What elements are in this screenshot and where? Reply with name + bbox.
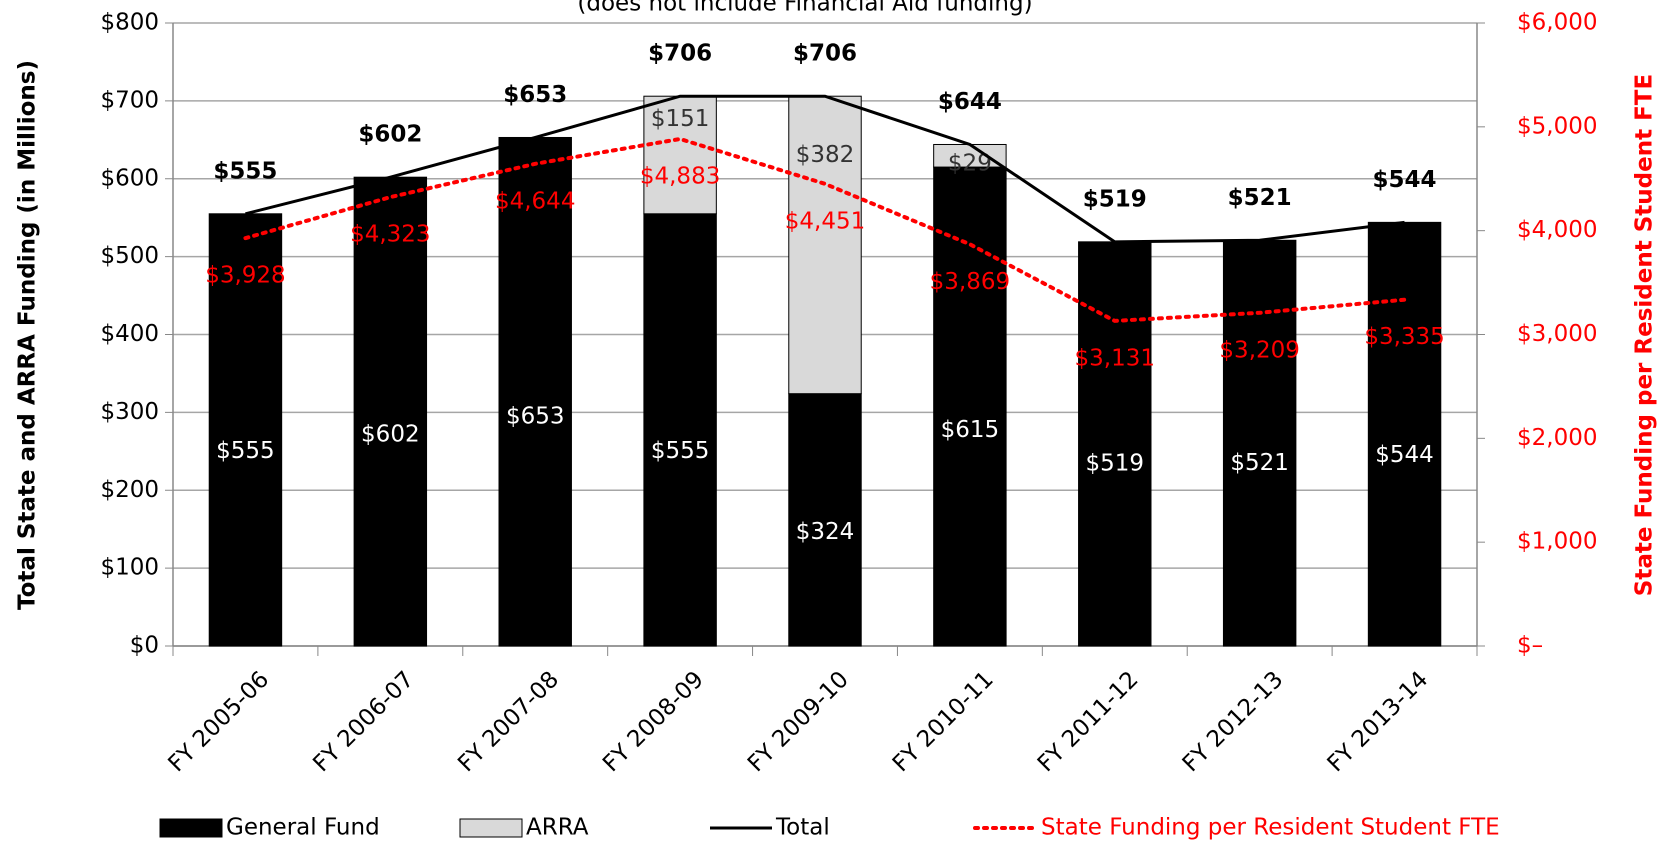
total-label: $653 bbox=[503, 82, 567, 108]
y2-tick-label: $– bbox=[1517, 633, 1543, 659]
legend-label: State Funding per Resident Student FTE bbox=[1041, 815, 1500, 841]
bar-label: $615 bbox=[941, 417, 1000, 443]
y-tick-label: $700 bbox=[100, 87, 159, 113]
legend-label: Total bbox=[775, 815, 830, 841]
total-label: $602 bbox=[358, 122, 422, 148]
bar-label: $544 bbox=[1375, 442, 1434, 468]
x-tick-label: FY 2010-11 bbox=[888, 666, 999, 777]
y2-tick-label: $4,000 bbox=[1517, 217, 1597, 243]
y-tick-label: $800 bbox=[100, 10, 159, 36]
line-label: $3,869 bbox=[930, 269, 1010, 295]
x-tick-label: FY 2013-14 bbox=[1323, 666, 1434, 777]
line-label: $4,323 bbox=[350, 222, 430, 248]
y-tick-label: $200 bbox=[100, 477, 159, 503]
x-tick-label: FY 2009-10 bbox=[743, 666, 854, 777]
total-label: $544 bbox=[1373, 167, 1437, 193]
bar bbox=[208, 213, 283, 647]
bar bbox=[1222, 239, 1297, 647]
legend-label: ARRA bbox=[526, 815, 589, 841]
legend-swatch bbox=[459, 818, 523, 838]
total-label: $706 bbox=[793, 41, 857, 67]
bar-label: $602 bbox=[361, 422, 420, 448]
bar-label: $555 bbox=[651, 438, 710, 464]
bar-label: $555 bbox=[216, 438, 275, 464]
y-axis-title: Total State and ARRA Funding (in Million… bbox=[15, 60, 41, 610]
y-tick-label: $0 bbox=[130, 633, 159, 659]
x-tick-label: FY 2005-06 bbox=[163, 666, 274, 777]
x-tick-label: FY 2012-13 bbox=[1178, 666, 1289, 777]
x-tick-label: FY 2006-07 bbox=[308, 666, 419, 777]
legend-swatch bbox=[159, 818, 223, 838]
total-label: $555 bbox=[213, 158, 277, 184]
y-tick-label: $600 bbox=[100, 165, 159, 191]
bar-label: $151 bbox=[651, 106, 710, 132]
chart-subtitle: (does not include Financial Aid funding) bbox=[577, 0, 1032, 17]
line-label: $3,209 bbox=[1219, 337, 1299, 363]
y2-axis-title: State Funding per Resident Student FTE bbox=[1632, 74, 1658, 596]
x-tick-label: FY 2011-12 bbox=[1033, 666, 1144, 777]
line-label: $3,131 bbox=[1075, 345, 1155, 371]
bar bbox=[788, 393, 862, 647]
total-label: $644 bbox=[938, 89, 1002, 115]
bar bbox=[643, 95, 717, 215]
y2-tick-label: $3,000 bbox=[1517, 321, 1597, 347]
y-tick-label: $100 bbox=[100, 555, 159, 581]
y2-tick-label: $6,000 bbox=[1517, 10, 1597, 36]
bar-label: $382 bbox=[796, 142, 855, 168]
y2-tick-label: $2,000 bbox=[1517, 425, 1597, 451]
bar-label: $521 bbox=[1230, 450, 1289, 476]
y2-tick-label: $5,000 bbox=[1517, 113, 1597, 139]
line-label: $3,335 bbox=[1364, 324, 1444, 350]
bar bbox=[1078, 241, 1152, 647]
bar-label: $653 bbox=[506, 404, 565, 430]
line bbox=[245, 94, 1405, 244]
total-label: $706 bbox=[648, 41, 712, 67]
bar bbox=[353, 176, 428, 647]
bar bbox=[788, 95, 862, 395]
bar bbox=[933, 166, 1007, 647]
bar-label: $519 bbox=[1086, 451, 1145, 477]
y-tick-label: $400 bbox=[100, 321, 159, 347]
total-label: $521 bbox=[1228, 185, 1292, 211]
x-tick-label: FY 2007-08 bbox=[453, 666, 564, 777]
line-label: $3,928 bbox=[205, 263, 285, 289]
bar bbox=[643, 213, 717, 647]
y2-tick-label: $1,000 bbox=[1517, 529, 1597, 555]
bar bbox=[1367, 221, 1442, 647]
line-label: $4,451 bbox=[785, 208, 865, 234]
line-label: $4,883 bbox=[640, 163, 720, 189]
y-tick-label: $500 bbox=[100, 243, 159, 269]
x-tick-label: FY 2008-09 bbox=[598, 666, 709, 777]
legend-label: General Fund bbox=[226, 815, 380, 841]
total-label: $519 bbox=[1083, 186, 1147, 212]
bar-label: $324 bbox=[796, 519, 855, 545]
y-tick-label: $300 bbox=[100, 399, 159, 425]
line-label: $4,644 bbox=[495, 188, 575, 214]
line bbox=[243, 136, 1407, 323]
